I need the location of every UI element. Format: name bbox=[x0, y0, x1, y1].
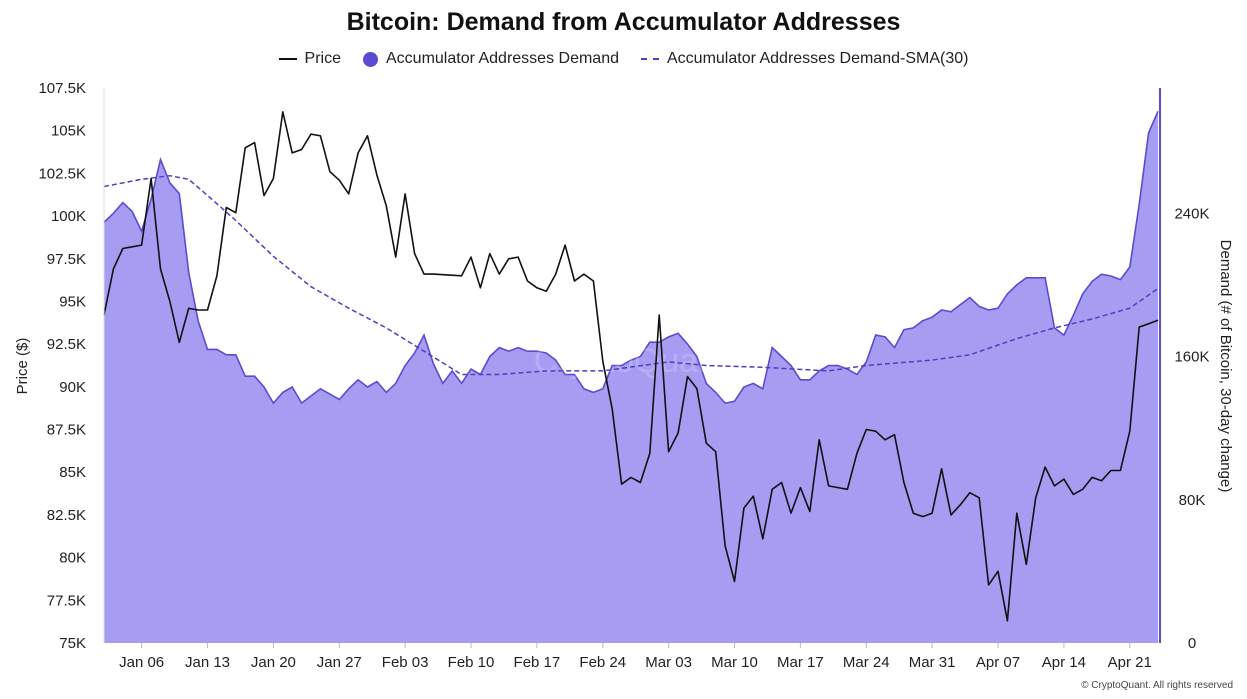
left-tick-label: 95K bbox=[59, 293, 86, 310]
x-tick-label: Mar 24 bbox=[843, 654, 890, 671]
legend-item-price[interactable]: Price bbox=[278, 50, 341, 68]
legend-label-price: Price bbox=[304, 50, 341, 67]
left-tick-label: 80K bbox=[59, 550, 86, 567]
x-tick-label: Jan 06 bbox=[119, 654, 164, 671]
demand-line bbox=[103, 110, 1159, 405]
x-tick-label: Apr 07 bbox=[976, 654, 1020, 671]
x-tick-label: Feb 10 bbox=[448, 654, 495, 671]
x-tick-label: Jan 27 bbox=[317, 654, 362, 671]
x-tick-label: Mar 17 bbox=[777, 654, 824, 671]
x-tick-label: Mar 03 bbox=[645, 654, 692, 671]
x-tick-label: Feb 24 bbox=[579, 654, 626, 671]
left-tick-label: 85K bbox=[59, 464, 86, 481]
demand-area-layer bbox=[103, 110, 1159, 644]
demand-area bbox=[104, 111, 1158, 644]
right-tick-label: 160K bbox=[1174, 349, 1209, 366]
right-tick-label: 240K bbox=[1174, 205, 1209, 222]
left-tick-label: 100K bbox=[51, 208, 86, 225]
left-tick-label: 105K bbox=[51, 123, 86, 140]
chart-title: Bitcoin: Demand from Accumulator Address… bbox=[346, 8, 901, 36]
price-line bbox=[103, 111, 1159, 622]
x-tick-label: Feb 03 bbox=[382, 654, 429, 671]
legend-item-demand[interactable]: Accumulator Addresses Demand bbox=[363, 50, 619, 68]
left-tick-label: 77.5K bbox=[47, 592, 86, 609]
axes-layer: 75K 77.5K 80K 82.5K 85K 87.5K 90K 92.5K 95K 97.5K… bbox=[38, 80, 1209, 671]
right-tick-label: 0 bbox=[1188, 635, 1196, 652]
left-tick-label: 82.5K bbox=[47, 507, 86, 524]
left-tick-label: 107.5K bbox=[38, 80, 86, 97]
x-tick-label: Feb 17 bbox=[514, 654, 561, 671]
x-tick-label: Jan 13 bbox=[185, 654, 230, 671]
x-tick-label: Apr 21 bbox=[1108, 654, 1152, 671]
chart-legend: Price Accumulator Addresses Demand Accum… bbox=[0, 50, 1247, 68]
line-layer bbox=[103, 111, 1159, 622]
right-axis-label: Demand (# of Bitcoin, 30-day change) bbox=[1217, 240, 1234, 493]
left-tick-label: 102.5K bbox=[38, 165, 86, 182]
left-tick-label: 87.5K bbox=[47, 422, 86, 439]
watermark: CryptoQuant bbox=[534, 342, 727, 380]
x-tick-label: Apr 14 bbox=[1042, 654, 1086, 671]
copyright: © CryptoQuant. All rights reserved bbox=[1081, 680, 1233, 691]
x-tick-label: Jan 20 bbox=[251, 654, 296, 671]
left-tick-label: 97.5K bbox=[47, 251, 86, 268]
x-tick-label: Mar 31 bbox=[909, 654, 956, 671]
left-axis-label: Price ($) bbox=[14, 338, 31, 395]
signature: @Samarth_Gaurav bbox=[1078, 665, 1225, 684]
x-tick-label: Mar 10 bbox=[711, 654, 758, 671]
sma-line bbox=[103, 174, 1159, 376]
legend-swatch-price bbox=[278, 58, 297, 60]
right-tick-label: 80K bbox=[1179, 492, 1206, 509]
legend-swatch-sma bbox=[641, 58, 659, 60]
left-tick-label: 75K bbox=[59, 635, 86, 652]
legend-swatch-demand bbox=[363, 51, 378, 67]
legend-item-sma[interactable]: Accumulator Addresses Demand-SMA(30) bbox=[641, 50, 968, 68]
left-tick-label: 92.5K bbox=[47, 336, 86, 353]
legend-label-demand: Accumulator Addresses Demand bbox=[386, 50, 619, 67]
legend-label-sma: Accumulator Addresses Demand-SMA(30) bbox=[667, 50, 969, 67]
left-tick-label: 90K bbox=[59, 379, 86, 396]
